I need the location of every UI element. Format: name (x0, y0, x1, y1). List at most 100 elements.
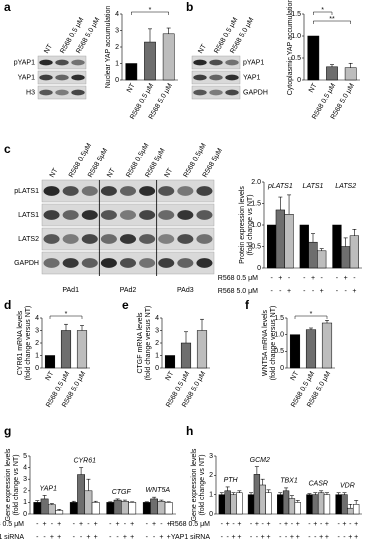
condition-sign: + (255, 521, 259, 528)
bar (40, 498, 49, 515)
blot-band (193, 74, 207, 81)
y-tick-label: 0 (209, 511, 213, 518)
condition-sign: - (227, 534, 230, 541)
condition-sign: - (279, 521, 282, 528)
condition-sign: + (43, 521, 47, 528)
panel-label: h (186, 424, 193, 438)
bar (44, 355, 56, 369)
significance-label: * (149, 7, 152, 14)
bar (230, 494, 237, 515)
condition-sign: + (130, 521, 134, 528)
blot-band (62, 234, 79, 244)
panel-label: b (186, 0, 193, 14)
bar (253, 474, 261, 515)
bar (121, 500, 129, 515)
band-label: pYAP1 (14, 59, 35, 66)
x-tick-label: NT (126, 82, 137, 94)
condition-sign: - (221, 534, 224, 541)
y-axis-label: Gene expression levels (191, 448, 198, 521)
condition-sign: + (290, 534, 294, 541)
band-label: GAPDH (14, 260, 39, 267)
y-axis-label: Nuclear YAP accumulation (105, 6, 112, 89)
condition-sign: + (296, 521, 300, 528)
condition-label: R568 5.0 μM (218, 288, 258, 295)
bar (344, 67, 357, 81)
y-tick-label: 1.5 (291, 11, 301, 18)
group-label: pLATS1 (267, 183, 293, 190)
blot-band (139, 210, 156, 220)
y-tick-label: 3 (115, 27, 119, 34)
condition-sign: + (354, 534, 358, 541)
blot-band (55, 89, 69, 96)
y-tick-label: 3 (209, 453, 213, 460)
bar (267, 224, 277, 269)
condition-sign: - (270, 275, 273, 282)
y-tick-label: 0 (23, 511, 27, 518)
bar (76, 330, 88, 369)
condition-sign: + (226, 521, 230, 528)
condition-sign: + (123, 534, 127, 541)
blot-band (177, 186, 194, 196)
bar (218, 494, 226, 515)
bar (69, 502, 78, 515)
condition-sign: - (124, 521, 127, 528)
bar (282, 490, 290, 515)
x-tick-label: NT (290, 370, 301, 382)
bar (162, 33, 175, 81)
condition-sign: - (279, 288, 282, 295)
blot-band (119, 186, 137, 196)
significance-bracket (313, 20, 351, 24)
y-axis-label: Protein expression levels (239, 186, 246, 264)
condition-sign: + (57, 521, 61, 528)
condition-sign: + (79, 521, 83, 528)
blot-band (209, 89, 223, 96)
bar (352, 504, 360, 515)
bar (288, 498, 296, 515)
panel-label: f (245, 298, 250, 312)
panel-label: a (4, 0, 11, 14)
condition-sign: - (320, 521, 323, 528)
condition-sign: + (152, 521, 156, 528)
condition-sign: - (321, 275, 324, 282)
bar (33, 502, 42, 515)
condition-sign: - (337, 521, 340, 528)
y-tick-label: 2 (209, 472, 213, 479)
significance-label: * (321, 7, 324, 14)
blot-band (139, 234, 156, 244)
bar (196, 330, 208, 369)
bar (180, 342, 192, 369)
bar (335, 494, 342, 515)
blot-band (71, 59, 85, 66)
blot-band (100, 234, 117, 244)
condition-sign: + (237, 521, 241, 528)
condition-sign: - (146, 534, 149, 541)
panel-label: d (4, 298, 11, 312)
y-tick-label: 2 (23, 488, 27, 495)
blot-band (71, 89, 85, 96)
bar (317, 250, 327, 269)
blot-band (139, 258, 156, 268)
condition-sign: + (348, 534, 352, 541)
condition-sign: + (116, 521, 120, 528)
y-tick-label: 0.5 (251, 243, 261, 250)
blot-band (177, 234, 194, 244)
band-label: LATS2 (18, 236, 39, 243)
condition-sign: + (313, 521, 317, 528)
panel-label: c (4, 142, 11, 156)
condition-sign: - (270, 288, 273, 295)
blot-band (81, 210, 98, 220)
x-tick-label: NT (165, 370, 176, 382)
bar (113, 499, 122, 515)
y-tick-label: 4 (155, 315, 159, 322)
blot-band (43, 186, 60, 196)
condition-sign: - (221, 521, 224, 528)
panel-label: g (4, 424, 11, 438)
condition-sign: - (36, 521, 39, 528)
blot-band (193, 89, 207, 96)
blot-band (100, 258, 117, 268)
y-tick-label: 1 (155, 352, 159, 359)
condition-sign: - (232, 521, 235, 528)
condition-sign: + (237, 534, 241, 541)
bar (284, 214, 294, 269)
y-tick-label: 1 (209, 492, 213, 499)
